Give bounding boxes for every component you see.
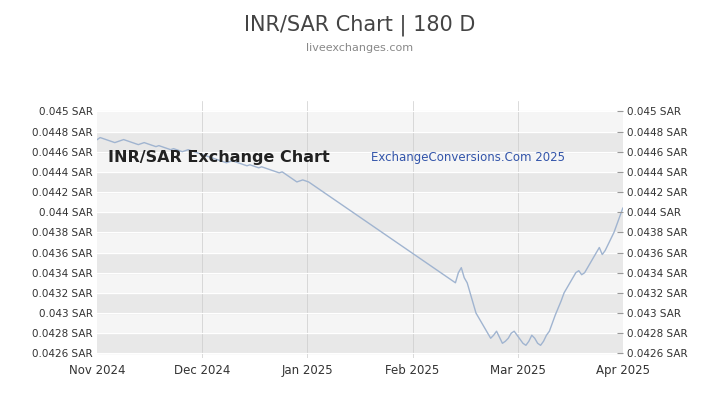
Text: INR/SAR Exchange Chart: INR/SAR Exchange Chart: [108, 150, 330, 165]
Bar: [97, 152, 623, 172]
Bar: [97, 313, 623, 333]
Bar: [97, 333, 623, 354]
Text: INR/SAR Chart | 180 D: INR/SAR Chart | 180 D: [244, 14, 476, 36]
Bar: [97, 172, 623, 192]
Bar: [97, 212, 623, 232]
Bar: [97, 192, 623, 212]
Bar: [97, 273, 623, 293]
Bar: [97, 232, 623, 253]
Bar: [97, 111, 623, 132]
Text: liveexchanges.com: liveexchanges.com: [307, 43, 413, 53]
Bar: [97, 132, 623, 152]
Bar: [97, 253, 623, 273]
Text: ExchangeConversions.Com 2025: ExchangeConversions.Com 2025: [371, 151, 564, 164]
Bar: [97, 293, 623, 313]
